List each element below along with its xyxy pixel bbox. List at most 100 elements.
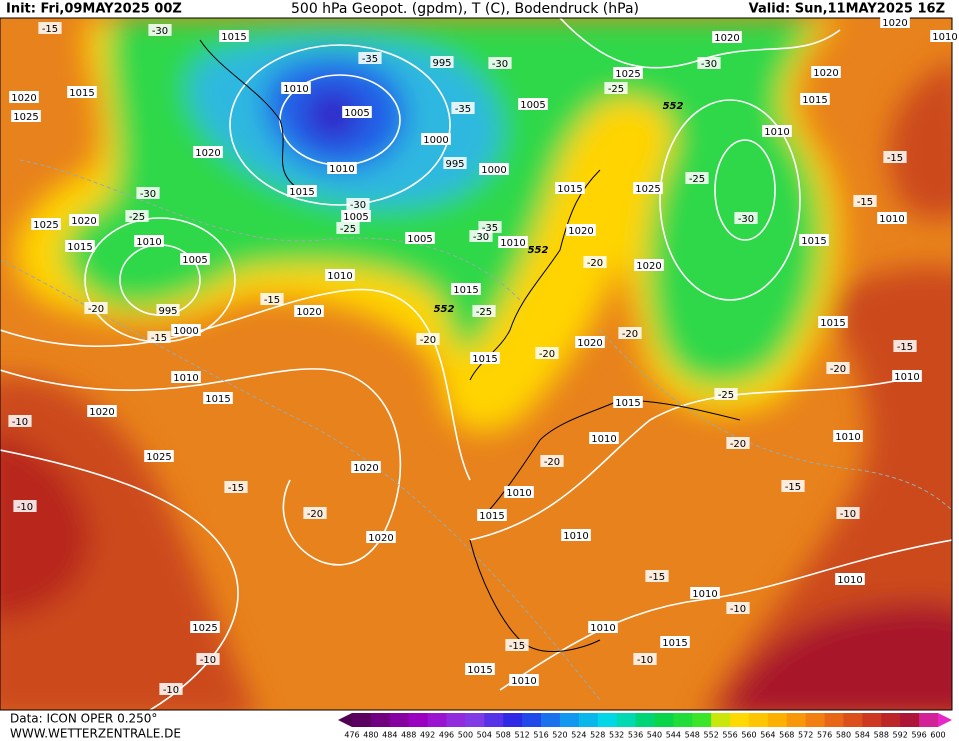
label-box [478,221,502,233]
colorbar-box [370,713,391,727]
label-box [892,370,922,382]
map-frame [0,17,953,711]
colorbar-label: 588 [874,731,889,740]
map-label-text: 995 [445,159,464,170]
label-box [498,236,528,248]
map-label: 1025 [613,67,643,80]
colorbar-box [559,713,580,727]
map-label-text: 1010 [283,84,308,95]
map-label-text: 1010 [327,271,352,282]
label-box [712,31,742,43]
colorbar-box [446,713,466,727]
label-box [604,82,628,94]
map-label-text: -15 [509,641,525,652]
map-label: -30 [734,212,758,225]
map-label-text: 1010 [692,589,717,600]
map-label: 1020 [811,66,841,79]
map-label-text: 1020 [714,33,739,44]
map-label-text: -10 [730,604,746,615]
map-label: 1005 [342,106,372,119]
map-label-text: -15 [42,24,58,35]
map-label-text: 1005 [343,212,368,223]
map-label-text: -35 [455,104,471,115]
map-label-text: 1010 [590,623,615,634]
map-label-text: 1000 [173,326,198,337]
map-label: 1010 [498,236,528,249]
map-label-text: 1015 [615,398,640,409]
colorbar-box [805,713,826,727]
colorbar-arrow-high [938,713,952,727]
colorbar-label: 552 [704,731,719,740]
label-box [193,146,223,158]
map-label-text: 1010 [136,237,161,248]
colorbar-label: 580 [836,731,851,740]
field [0,18,952,710]
label-box [690,587,720,599]
colorbar-box [389,713,410,727]
map-label: 1010 [561,529,591,542]
map-label-text: 1000 [481,165,506,176]
label-box [9,91,39,103]
map-label: -15 [147,331,171,344]
label-box [134,235,164,247]
label-box [358,52,382,64]
label-box [836,507,860,519]
label-box [147,331,171,343]
label-box [125,210,149,222]
map-label-text: 1025 [192,623,217,634]
map-label-text: -10 [12,417,28,428]
colorbar-box [616,713,637,727]
map-label-text: -10 [637,655,653,666]
colorbar-box [522,713,542,727]
label-box [535,347,559,359]
label-box [589,432,619,444]
colorbar-label: 528 [590,731,605,740]
label-box [505,639,529,651]
label-box [588,621,618,633]
map-label-text: 1015 [479,511,504,522]
map-label-text: -15 [897,342,913,353]
map-label: 1015 [799,234,829,247]
map-label-text: 552 [434,304,455,315]
map-label-text: -15 [785,482,801,493]
map-label-text: -20 [539,349,555,360]
colorbar-box [919,713,939,727]
label-box [835,573,865,585]
label-box [281,82,311,94]
colorbar-label: 524 [571,731,586,740]
map-label: 1000 [171,324,201,337]
label-box [470,352,500,364]
map-label-text: 1015 [662,638,687,649]
map-label: -15 [505,639,529,652]
map-label: -15 [224,481,248,494]
map-label-text: 1015 [467,665,492,676]
map-label: -20 [726,437,750,450]
map-label: 1010 [930,30,959,43]
map-label: 995 [156,304,180,317]
map-label-text: -20 [730,439,746,450]
label-box [472,305,496,317]
label-box [853,195,877,207]
label-box [346,198,370,210]
map-label: 1015 [555,182,585,195]
map-label: 1020 [566,224,596,237]
colorbar-label: 540 [647,731,662,740]
map-label: -30 [488,57,512,70]
label-box [443,157,467,169]
label-box [613,396,643,408]
colorbar-arrow-low [338,713,352,727]
map-label: -15 [853,195,877,208]
colorbar-label: 548 [685,731,700,740]
map-label: 1005 [180,253,210,266]
map-label-text: 1020 [636,261,661,272]
label-box [136,187,160,199]
map-label: -35 [358,52,382,65]
map-label-text: -30 [738,214,754,225]
colorbar-box [654,713,674,727]
label-box [13,500,37,512]
map-label-text: 1005 [182,255,207,266]
colorbar-label: 512 [514,731,529,740]
map-label-text: 1010 [506,488,531,499]
colorbar-label: 568 [779,731,794,740]
map-label-text: 1020 [368,533,393,544]
